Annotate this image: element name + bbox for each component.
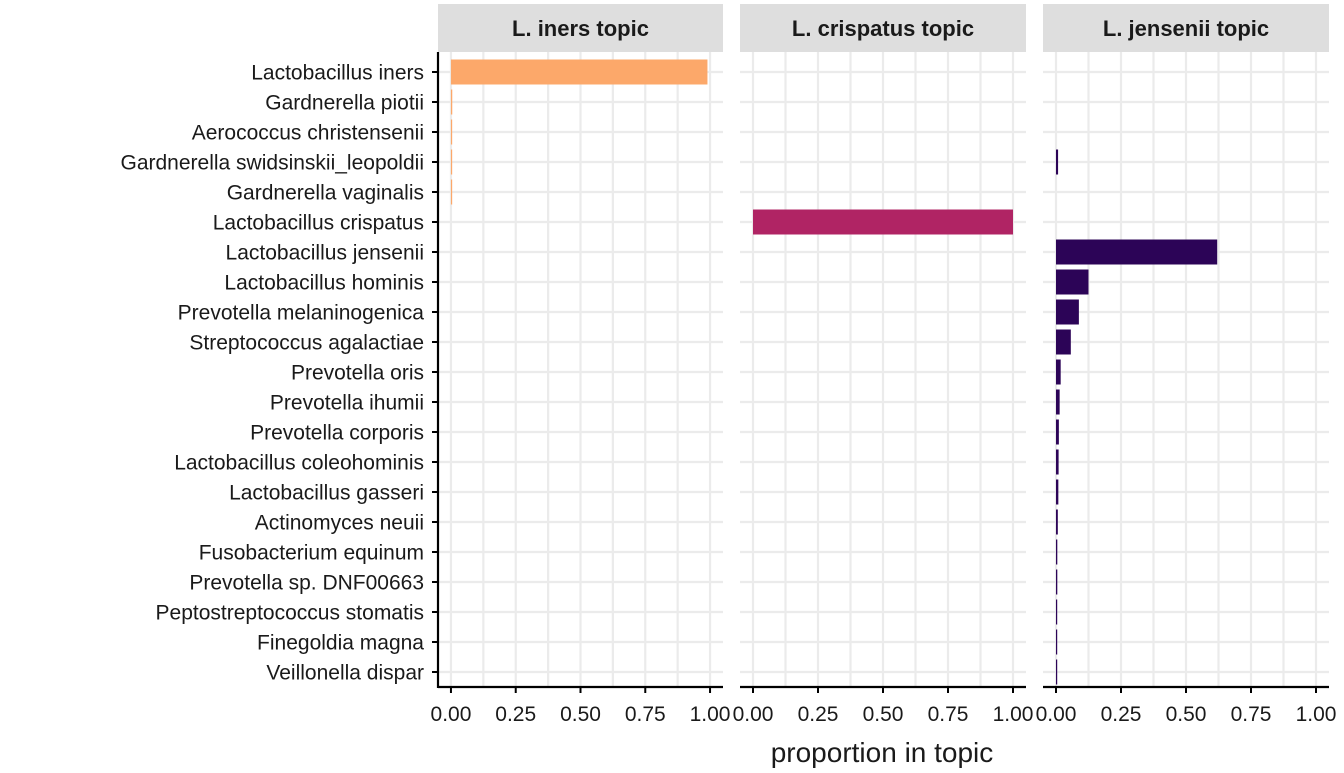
y-axis-labels: Lactobacillus iners Gardnerella piotii Aer… (121, 62, 425, 685)
x-tick-label: 0.25 (1101, 703, 1142, 726)
y-tick-label: Lactobacillus crispatus (213, 212, 424, 235)
y-tick-label: Actinomyces neuii (255, 512, 424, 535)
x-tick-label: 0.50 (1166, 703, 1207, 726)
bar (450, 119, 453, 145)
x-axis-title: proportion in topic (771, 737, 994, 768)
x-tick-label: 0.75 (1231, 703, 1272, 726)
y-tick-label: Gardnerella piotii (265, 92, 424, 115)
grid-lines (438, 52, 1329, 687)
y-tick-label: Lactobacillus coleohominis (174, 452, 424, 475)
y-tick-label: Peptostreptococcus stomatis (156, 602, 424, 625)
y-tick-label: Veillonella dispar (266, 662, 424, 685)
y-tick-label: Gardnerella vaginalis (227, 182, 424, 205)
bar (1056, 449, 1059, 475)
bar (1056, 659, 1058, 685)
x-tick-label: 0.50 (863, 703, 904, 726)
x-tick-label: 0.25 (798, 703, 839, 726)
bar (1056, 479, 1059, 505)
facet-strips: L. iners topic L. crispatus topic L. jense… (438, 4, 1329, 52)
y-tick-label: Prevotella oris (291, 362, 424, 385)
y-tick-label: Lactobacillus jensenii (226, 242, 424, 265)
x-tick-label: 0.75 (928, 703, 969, 726)
bar (1056, 329, 1071, 355)
axis-lines (432, 52, 1329, 693)
x-tick-label: 0.00 (733, 703, 774, 726)
y-tick-label: Fusobacterium equinum (199, 542, 424, 565)
bar (450, 149, 453, 175)
facet-strip-label: L. jensenii topic (1103, 16, 1269, 41)
y-tick-label: Prevotella melaninogenica (178, 302, 425, 325)
y-tick-label: Prevotella ihumii (270, 392, 424, 415)
bar (1056, 149, 1059, 175)
x-tick-label: 1.00 (690, 703, 731, 726)
y-tick-label: Prevotella corporis (250, 422, 424, 445)
x-tick-label: 0.25 (495, 703, 536, 726)
bar (1056, 539, 1058, 565)
y-tick-label: Lactobacillus hominis (224, 272, 424, 295)
bar (1056, 419, 1059, 445)
bar (1056, 359, 1061, 385)
x-axis-labels: 0.00 0.25 0.50 0.75 1.00 0.00 0.25 0.50 0.75 1.00… (431, 703, 1337, 726)
bar (1056, 239, 1218, 265)
bar (1056, 629, 1058, 655)
y-tick-label: Aerococcus christensenii (192, 122, 424, 145)
x-tick-label: 0.75 (625, 703, 666, 726)
y-tick-label: Prevotella sp. DNF00663 (189, 572, 424, 595)
y-tick-label: Gardnerella swidsinskii_leopoldii (121, 152, 425, 175)
facet-strip-background (740, 4, 1026, 52)
y-tick-label: Finegoldia magna (257, 632, 424, 655)
x-tick-label: 1.00 (1296, 703, 1337, 726)
bar (753, 209, 1013, 235)
x-tick-label: 1.00 (993, 703, 1034, 726)
bar (450, 59, 708, 85)
bars (450, 59, 1218, 685)
bar (1056, 569, 1058, 595)
facet-strip-background (1043, 4, 1329, 52)
bar (450, 89, 453, 115)
bar (450, 179, 453, 205)
facet-strip-label: L. iners topic (512, 16, 649, 41)
y-tick-label: Streptococcus agalactiae (189, 332, 424, 355)
facet-strip-background (438, 4, 723, 52)
x-tick-label: 0.50 (560, 703, 601, 726)
y-tick-label: Lactobacillus gasseri (229, 482, 424, 505)
bar (1056, 389, 1060, 415)
bar (1056, 269, 1089, 295)
bar (1056, 509, 1058, 535)
x-tick-label: 0.00 (431, 703, 472, 726)
facet-strip-label: L. crispatus topic (792, 16, 974, 41)
bar (1056, 599, 1058, 625)
y-tick-label: Lactobacillus iners (251, 62, 424, 85)
x-tick-label: 0.00 (1036, 703, 1077, 726)
bar (1056, 299, 1079, 325)
